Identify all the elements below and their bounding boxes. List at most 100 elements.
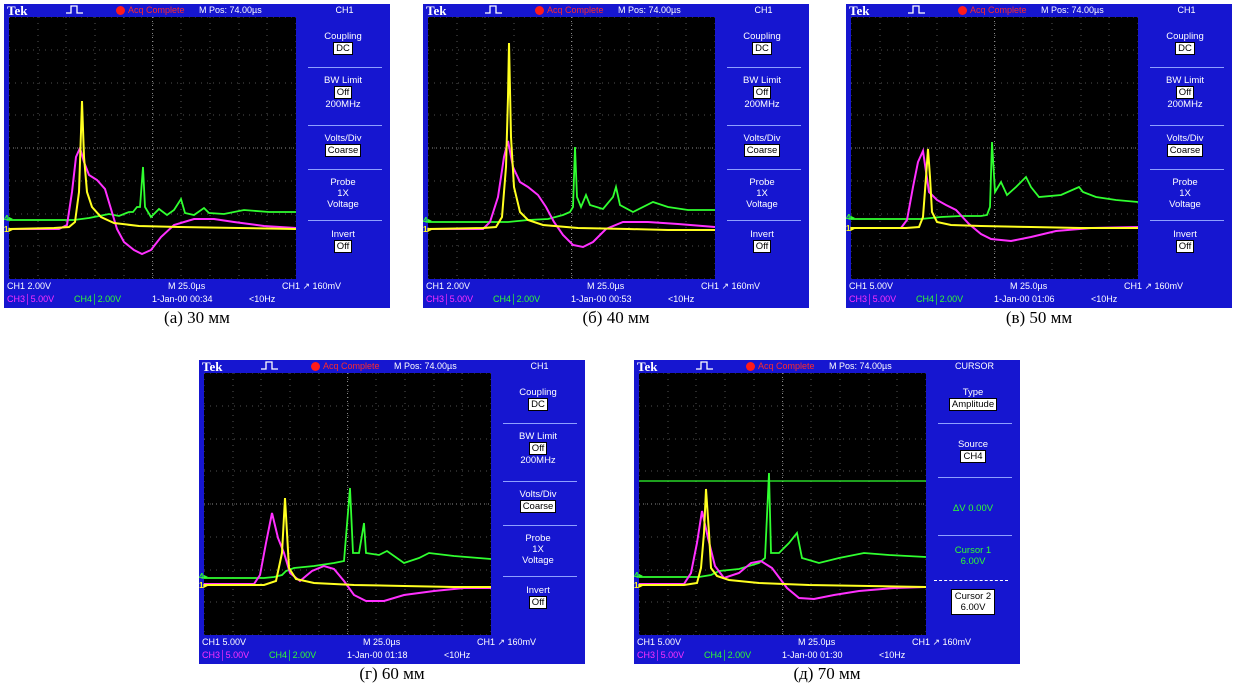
menu-button-probe[interactable]: Probe 1X Voltage [300,177,386,210]
menu-value-wrap: Off [495,596,581,609]
oscilloscope-screenshot: Tek Acq Complete M Pos: 74.00µs CURSOR 4▸ 1▸ T… [634,360,1020,664]
menu-button-bw-limit[interactable]: BW Limit Off 200MHz [300,75,386,110]
menu-button-bw-limit[interactable]: BW Limit Off 200MHz [1142,75,1228,110]
ch4-ground-marker[interactable]: 4▸ [846,213,855,222]
date-time: 1-Jan-00 01:06 [994,294,1055,304]
ch1-ground-marker[interactable]: 1▸ [634,581,643,590]
menu-button-bw-limit[interactable]: BW Limit Off 200MHz [495,431,581,466]
menu-button-invert[interactable]: Invert Off [300,229,386,253]
acquisition-status: Acq Complete [323,361,380,371]
menu-button-probe[interactable]: Probe 1X Voltage [495,533,581,566]
trigger-frequency: <10Hz [668,294,695,304]
ch1-waveform [9,100,296,230]
ch4-ground-marker[interactable]: 4▸ [634,571,643,580]
menu-value-wrap: Off [300,86,386,99]
ch4-waveform [851,141,1138,220]
status-bar: Tek Acq Complete M Pos: 74.00µs CH1 [846,4,1232,23]
menu-label: Coupling [324,31,362,42]
side-menu: Coupling DC BW Limit Off 200MHz Volts/Div Coar… [495,373,585,635]
menu-label: Volts/Div [743,133,781,144]
brand-logo: Tek [426,4,447,18]
menu-label: Type [962,387,984,398]
menu-divider [727,125,801,126]
menu-button-invert[interactable]: Invert Off [495,585,581,609]
menu-value-wrap: Off [719,240,805,253]
menu-label: BW Limit [324,75,362,86]
date-time: 1-Jan-00 00:34 [152,294,213,304]
menu-button-coupling[interactable]: Coupling DC [495,387,581,411]
readout-bar: CH1 5.00V M 25.0µs CH1 ↗ 160mV CH3│5.00V CH4… [634,636,1020,664]
menu-button-type[interactable]: Type Amplitude [930,387,1016,411]
ch1-scale: CH1 5.00V [637,637,682,647]
menu-button-coupling[interactable]: Coupling DC [1142,31,1228,55]
menu-value-wrap: Coarse [1142,144,1228,157]
menu-label: Invert [331,229,355,240]
menu-button-probe[interactable]: Probe 1X Voltage [719,177,805,210]
ch4-scale: CH4│2.00V [74,294,122,304]
ch1-scale: CH1 5.00V [849,281,894,291]
menu-label: Invert [526,585,550,596]
menu-value-wrap: Off [1142,240,1228,253]
trigger-readout: CH1 ↗ 160mV [912,637,972,647]
menu-divider [934,580,1008,581]
menu-value-wrap: Coarse [495,500,581,513]
ch1-ground-marker[interactable]: 1▸ [199,581,208,590]
menu-divider [1150,67,1224,68]
menu-divider [938,423,1012,424]
readout-bar: CH1 2.00V M 25.0µs CH1 ↗ 160mV CH3│5.00V CH4… [4,280,390,308]
waveform-display [639,373,926,635]
menu-value-wrap: DC [300,42,386,55]
ch4-ground-marker[interactable]: 4▸ [199,572,208,581]
menu-button-invert[interactable]: Invert Off [719,229,805,253]
menu-sub: 200MHz [744,99,780,110]
ch1-ground-marker[interactable]: 1▸ [4,225,13,234]
trigger-frequency: <10Hz [444,650,471,660]
date-time: 1-Jan-00 01:30 [782,650,843,660]
menu-button-cursor1[interactable]: Cursor 1 6.00V [930,545,1016,567]
menu-value-wrap: DC [719,42,805,55]
run-status-icon [116,6,125,15]
trigger-readout: CH1 ↗ 160mV [477,637,537,647]
ch3-scale: CH3│5.00V [202,650,250,660]
brand-logo: Tek [202,360,223,374]
menu-label: Probe [1172,177,1198,188]
trigger-readout: CH1 ↗ 160mV [1124,281,1184,291]
ch1-ground-marker[interactable]: 1▸ [846,224,855,233]
ch4-ground-marker[interactable]: 4▸ [4,214,13,223]
menu-label: Cursor 2 [954,591,992,602]
menu-button-bw-limit[interactable]: BW Limit Off 200MHz [719,75,805,110]
menu-button-volts-div[interactable]: Volts/Div Coarse [495,489,581,513]
ch1-ground-marker[interactable]: 1▸ [423,225,432,234]
menu-label: BW Limit [1166,75,1204,86]
waveform-display [428,17,715,279]
menu-button-probe[interactable]: Probe 1X Voltage [1142,177,1228,210]
menu-button-source[interactable]: Source CH4 [930,439,1016,463]
menu-divider [938,535,1012,536]
trigger-frequency: <10Hz [1091,294,1118,304]
menu-label: Volts/Div [324,133,362,144]
trigger-frequency: <10Hz [249,294,276,304]
menu-button-cursor2[interactable]: Cursor 2 6.00V [930,589,1016,615]
menu-line: 1X [532,544,544,555]
menu-label: Probe [330,177,356,188]
oscilloscope-screenshot: Tek Acq Complete M Pos: 74.00µs CH1 4▸ 1▸ Coup… [423,4,809,308]
menu-value-wrap: Off [1142,86,1228,99]
menu-button-volts-div[interactable]: Volts/Div Coarse [300,133,386,157]
readout-bar: CH1 5.00V M 25.0µs CH1 ↗ 160mV CH3│5.00V CH4… [846,280,1232,308]
figure-caption: (г) 60 мм [359,664,425,683]
run-status-icon [746,362,755,371]
menu-button-volts-div[interactable]: Volts/Div Coarse [719,133,805,157]
menu-button-coupling[interactable]: Coupling DC [719,31,805,55]
ch4-waveform [639,472,926,578]
ch1-waveform [204,497,491,588]
menu-title: CH1 [530,361,549,371]
menu-value: Off [1175,240,1195,253]
menu-value: Amplitude [948,398,998,411]
oscilloscope-screenshot: Tek Acq Complete M Pos: 74.00µs CH1 4▸ 1▸ Coup… [199,360,585,664]
menu-button-volts-div[interactable]: Volts/Div Coarse [1142,133,1228,157]
menu-divider [503,576,577,577]
menu-button-invert[interactable]: Invert Off [1142,229,1228,253]
menu-button-coupling[interactable]: Coupling DC [300,31,386,55]
waveform-display [851,17,1138,279]
ch4-ground-marker[interactable]: 4▸ [423,216,432,225]
